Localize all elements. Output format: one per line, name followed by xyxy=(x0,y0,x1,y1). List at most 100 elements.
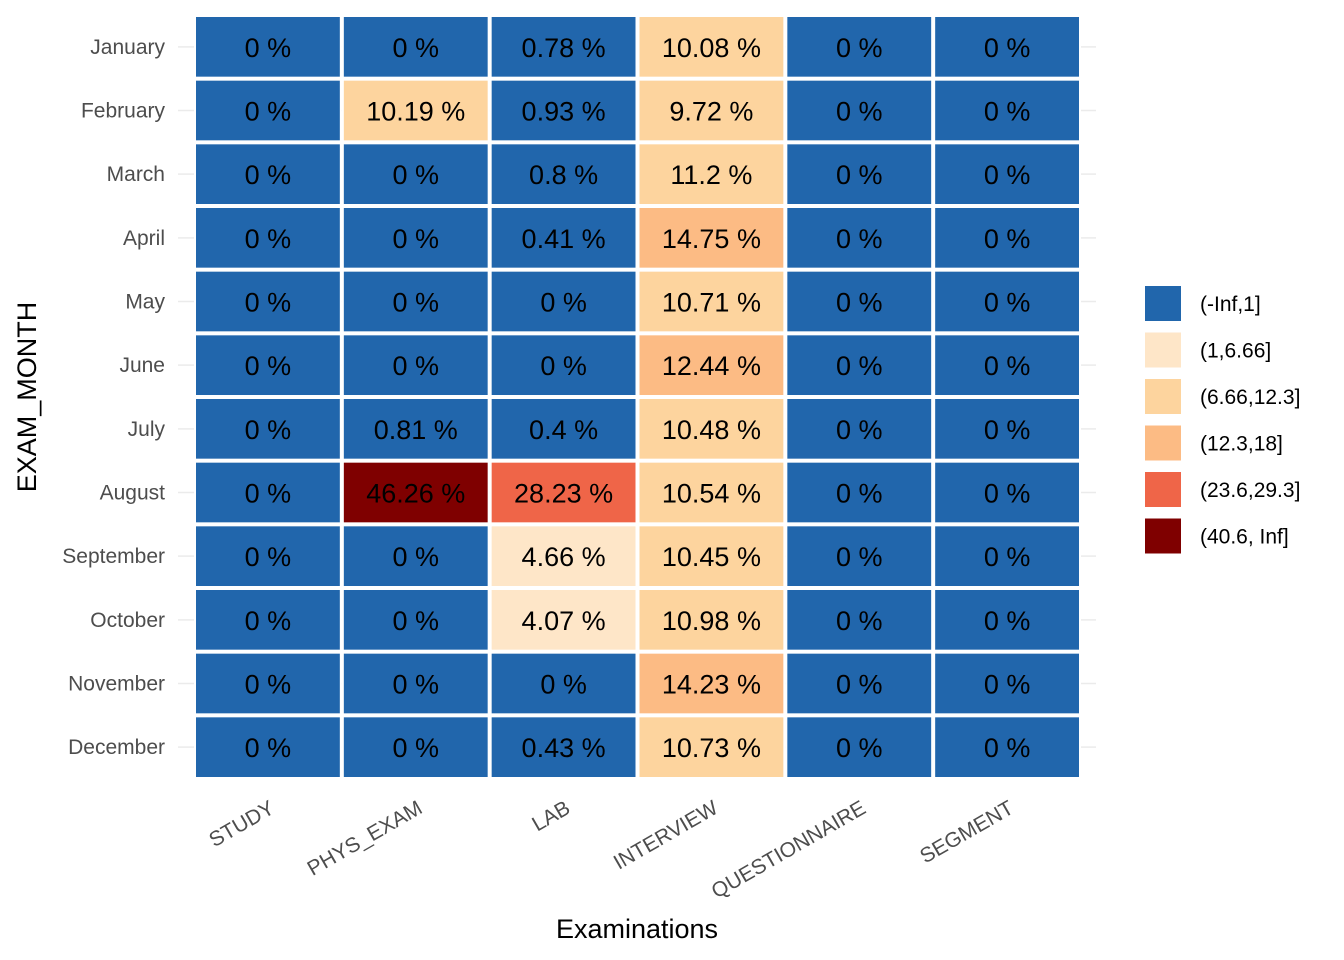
cell-value-label: 0.93 % xyxy=(522,97,606,127)
cell-value-label: 0 % xyxy=(984,479,1031,509)
heatmap-cell xyxy=(489,460,638,525)
cell-value-label: 0 % xyxy=(392,733,439,763)
cell-value-label: 0 % xyxy=(984,288,1031,318)
y-axis-tick-labels: January February March April May June July Augu… xyxy=(62,36,165,759)
heatmap-cell xyxy=(194,715,342,779)
heatmap-cell xyxy=(341,397,490,461)
cell-value-label: 0 % xyxy=(245,224,292,254)
cell-value-label: 0 % xyxy=(836,670,883,700)
cell-value-label: 0 % xyxy=(540,351,587,381)
heatmap-cells: 0 % 0 % 0.78 % 10.08 % 0 % 0 % 0 % 10.19 % 0.93 … xyxy=(194,15,1082,779)
heatmap-cell xyxy=(785,15,934,79)
cell-value-label: 0 % xyxy=(984,97,1031,127)
y-tick-label: January xyxy=(90,36,165,59)
heatmap-cell xyxy=(194,524,342,588)
cell-value-label: 0 % xyxy=(836,733,883,763)
cell-value-label: 10.08 % xyxy=(662,33,761,63)
cell-value-label: 0 % xyxy=(392,224,439,254)
heatmap-cell xyxy=(933,15,1082,79)
y-tick-label: February xyxy=(81,100,166,123)
cell-value-label: 0 % xyxy=(984,351,1031,381)
cell-value-label: 0 % xyxy=(836,224,883,254)
cell-value-label: 0 % xyxy=(836,288,883,318)
legend-swatch xyxy=(1145,472,1181,507)
cell-value-label: 4.66 % xyxy=(522,542,606,572)
heatmap-cell xyxy=(341,269,490,334)
cell-value-label: 0 % xyxy=(392,542,439,572)
x-tick-label: STUDY xyxy=(205,796,278,852)
heatmap-cell xyxy=(933,588,1082,652)
x-tick-label: PHYS_EXAM xyxy=(304,796,427,880)
heatmap-cell xyxy=(637,333,786,398)
cell-value-label: 10.98 % xyxy=(662,606,761,636)
cell-value-label: 10.71 % xyxy=(662,288,761,318)
heatmap-cell xyxy=(489,78,638,143)
y-tick-label: August xyxy=(100,482,166,505)
heatmap-cell xyxy=(637,524,786,588)
heatmap-cell xyxy=(785,524,934,588)
heatmap-cell xyxy=(933,142,1082,206)
cell-value-label: 10.45 % xyxy=(662,542,761,572)
heatmap-cell xyxy=(194,651,342,716)
cell-value-label: 14.75 % xyxy=(662,224,761,254)
heatmap-cell xyxy=(194,206,342,270)
x-tick-label: SEGMENT xyxy=(916,796,1018,868)
heatmap-cell xyxy=(489,588,638,652)
cell-value-label: 0 % xyxy=(540,288,587,318)
cell-value-label: 0 % xyxy=(984,415,1031,445)
heatmap-cell xyxy=(785,206,934,270)
cell-value-label: 0 % xyxy=(245,733,292,763)
heatmap-cell xyxy=(637,142,786,206)
heatmap-cell xyxy=(194,460,342,525)
legend-label: (1,6.66] xyxy=(1200,340,1271,363)
cell-value-label: 0 % xyxy=(836,606,883,636)
cell-value-label: 9.72 % xyxy=(669,97,753,127)
y-tick-label: October xyxy=(90,609,165,632)
cell-value-label: 0 % xyxy=(245,606,292,636)
x-tick-label: INTERVIEW xyxy=(610,796,722,874)
cell-value-label: 0.81 % xyxy=(374,415,458,445)
heatmap-cell xyxy=(489,524,638,588)
cell-value-label: 0 % xyxy=(836,33,883,63)
heatmap-cell xyxy=(341,588,490,652)
heatmap-cell xyxy=(933,333,1082,398)
heatmap-cell xyxy=(785,715,934,779)
heatmap-cell xyxy=(194,78,342,143)
legend-label: (-Inf,1] xyxy=(1200,293,1261,316)
heatmap-cell xyxy=(341,524,490,588)
legend-label: (6.66,12.3] xyxy=(1200,386,1300,409)
heatmap-cell xyxy=(637,715,786,779)
heatmap-cell xyxy=(637,651,786,716)
heatmap-cell xyxy=(933,78,1082,143)
legend-label: (12.3,18] xyxy=(1200,433,1283,456)
heatmap-cell xyxy=(194,588,342,652)
heatmap-cell xyxy=(785,397,934,461)
heatmap-cell xyxy=(785,588,934,652)
cell-value-label: 0 % xyxy=(836,160,883,190)
cell-value-label: 0.41 % xyxy=(522,224,606,254)
heatmap-cell xyxy=(341,15,490,79)
heatmap-cell xyxy=(637,269,786,334)
cell-value-label: 0 % xyxy=(984,733,1031,763)
heatmap-cell xyxy=(489,15,638,79)
cell-value-label: 0 % xyxy=(836,351,883,381)
y-tick-label: April xyxy=(123,227,165,250)
x-tick-label: QUESTIONNAIRE xyxy=(708,796,870,903)
cell-value-label: 0 % xyxy=(984,33,1031,63)
heatmap-cell xyxy=(341,460,490,525)
legend-swatch xyxy=(1145,518,1181,554)
y-tick-label: July xyxy=(128,418,166,441)
legend-label: (23.6,29.3] xyxy=(1200,479,1300,502)
cell-value-label: 0 % xyxy=(392,351,439,381)
cell-value-label: 0 % xyxy=(836,542,883,572)
cell-value-label: 0 % xyxy=(245,160,292,190)
legend-swatch xyxy=(1145,332,1181,368)
heatmap-cell xyxy=(194,333,342,398)
cell-value-label: 0.78 % xyxy=(522,33,606,63)
heatmap-cell xyxy=(785,269,934,334)
cell-value-label: 12.44 % xyxy=(662,351,761,381)
cell-value-label: 0 % xyxy=(984,670,1031,700)
cell-value-label: 0 % xyxy=(984,606,1031,636)
heatmap-cell xyxy=(637,397,786,461)
heatmap-cell xyxy=(933,206,1082,270)
